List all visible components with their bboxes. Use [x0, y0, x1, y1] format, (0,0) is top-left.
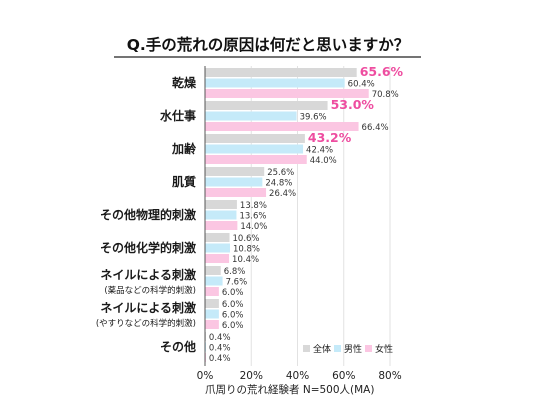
category-label: その他物理的刺激: [100, 207, 196, 222]
data-label: 13.8%: [240, 201, 267, 211]
bar: [205, 68, 357, 77]
bar: [205, 177, 263, 187]
data-label: 70.8%: [372, 90, 399, 100]
bar: [205, 78, 345, 88]
value-labels: 65.6% 53.0% 43.2% 25.6% 13.8% 10.6% 6.8% 6.0% 0.…: [209, 64, 404, 364]
bar: [205, 320, 219, 329]
data-label: 60.4%: [348, 80, 375, 90]
data-label: 10.6%: [233, 234, 260, 244]
data-label: 65.6%: [360, 64, 404, 79]
data-label: 0.4%: [209, 333, 231, 343]
category-label: その他化学的刺激: [100, 240, 196, 255]
x-tick-label: 0%: [197, 370, 214, 382]
legend-label: 男性: [344, 343, 362, 355]
category-label: 加齢: [171, 141, 197, 156]
legend-label: 全体: [313, 343, 331, 355]
data-label: 24.8%: [265, 179, 292, 189]
bar: [205, 243, 230, 253]
data-label: 6.0%: [222, 321, 244, 331]
bar: [205, 89, 369, 98]
data-label: 6.0%: [222, 300, 244, 310]
x-tick-labels: 0% 20% 40% 60% 80%: [197, 370, 402, 382]
bar: [205, 254, 230, 263]
data-label: 44.0%: [310, 156, 337, 166]
x-axis-label: 爪周りの荒れ経験者 N=500人(MA): [205, 383, 374, 396]
bar: [205, 167, 265, 176]
data-label: 7.6%: [226, 278, 248, 288]
data-label: 42.4%: [306, 146, 333, 156]
data-label: 53.0%: [331, 97, 375, 112]
bar: [205, 188, 267, 197]
bar: [205, 101, 328, 110]
category-label: 水仕事: [160, 108, 196, 123]
category-label: 肌質: [171, 174, 196, 189]
data-label: 14.0%: [240, 222, 267, 232]
legend-swatch: [365, 345, 372, 352]
bar: [205, 233, 230, 242]
x-tick-label: 20%: [240, 370, 263, 382]
data-label: 0.4%: [209, 354, 231, 364]
bar: [205, 287, 219, 296]
bar: [205, 266, 221, 275]
data-label: 43.2%: [308, 130, 352, 145]
data-label: 6.0%: [222, 288, 244, 298]
data-label: 10.4%: [232, 255, 259, 265]
bar: [205, 134, 305, 143]
data-label: 66.4%: [362, 123, 389, 133]
data-label: 26.4%: [269, 189, 296, 199]
legend-swatch: [303, 345, 310, 352]
data-label: 13.6%: [239, 212, 266, 222]
data-label: 6.8%: [224, 267, 246, 277]
data-label: 0.4%: [209, 344, 231, 354]
bar: [205, 111, 297, 121]
chart-title: Q.手の荒れの原因は何だと思いますか？: [127, 35, 410, 54]
category-label: その他: [160, 339, 196, 354]
x-tick-label: 80%: [378, 370, 401, 382]
bar: [205, 299, 219, 308]
data-label: 6.0%: [222, 311, 244, 321]
legend-label: 女性: [375, 343, 393, 355]
bar: [205, 276, 223, 286]
data-label: 10.8%: [233, 245, 260, 255]
category-label: 乾燥: [172, 75, 197, 90]
bar: [205, 155, 307, 164]
category-label: ネイルによる刺激: [100, 267, 196, 282]
x-tick-label: 40%: [286, 370, 309, 382]
data-label: 39.6%: [300, 113, 327, 123]
legend: 全体 男性 女性: [303, 343, 393, 355]
category-sublabel: (薬品などの科学的刺激): [104, 285, 196, 296]
bar: [205, 221, 238, 230]
bar: [205, 309, 219, 319]
data-label: 25.6%: [267, 168, 294, 178]
legend-swatch: [334, 345, 341, 352]
bar: [205, 122, 359, 131]
bar: [205, 144, 304, 154]
bar: [205, 200, 237, 209]
bars-layer: [205, 68, 369, 362]
bar: [205, 210, 237, 220]
category-label: ネイルによる刺激: [100, 300, 196, 315]
x-tick-label: 60%: [332, 370, 355, 382]
category-sublabel: (やすりなどの科学的刺激): [96, 318, 196, 329]
